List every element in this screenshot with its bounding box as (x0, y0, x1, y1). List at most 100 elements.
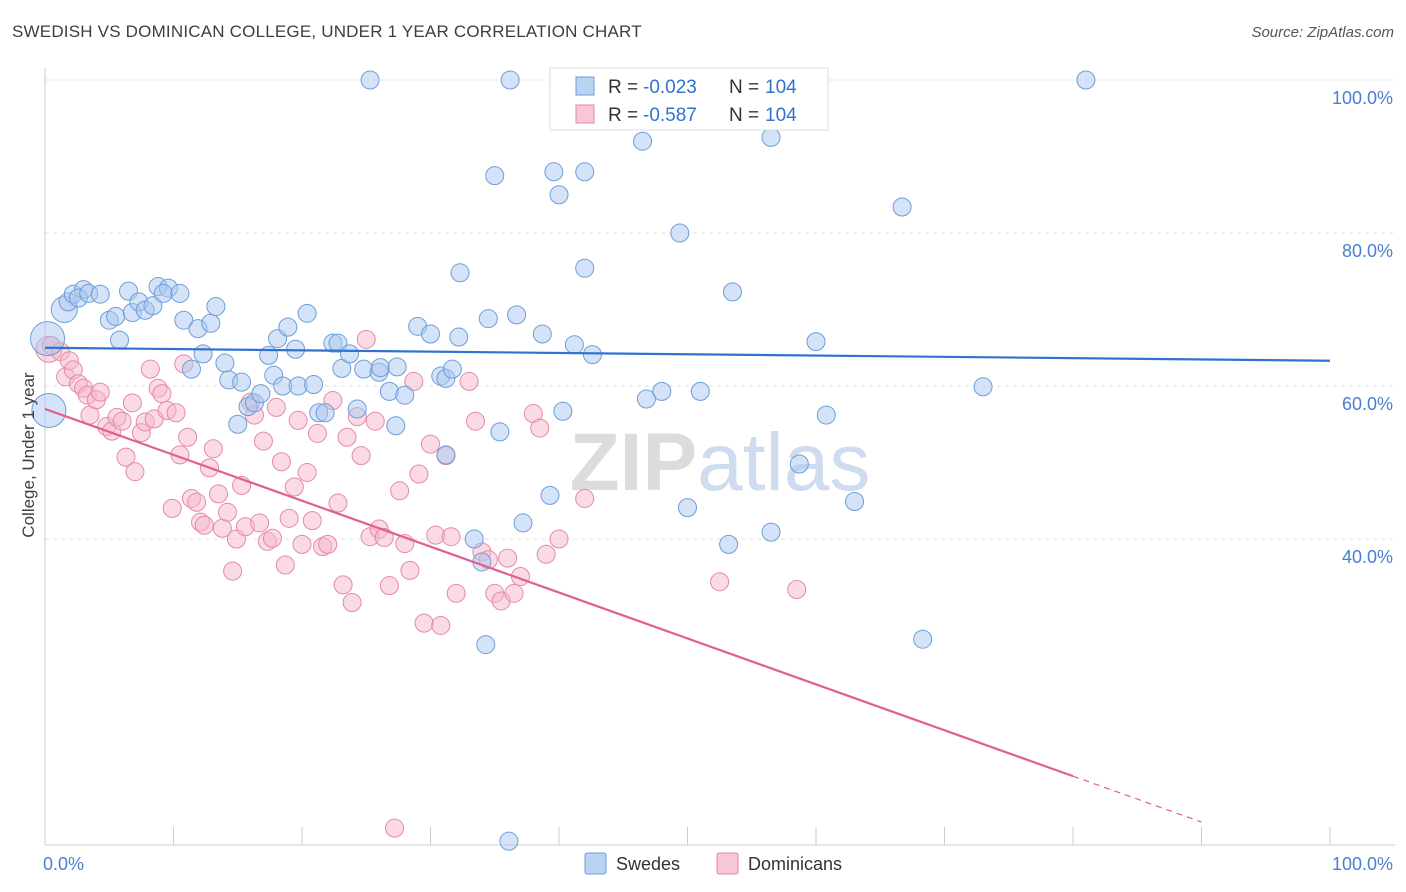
data-point (465, 411, 485, 431)
data-point (250, 513, 270, 533)
data-point (670, 223, 690, 243)
data-point (360, 70, 380, 90)
data-point (464, 529, 484, 549)
data-point (892, 197, 912, 217)
data-point (436, 445, 456, 465)
legend-r-value: -0.023 (643, 77, 697, 98)
y-axis-label: College, Under 1 year (19, 372, 38, 538)
data-point (302, 511, 322, 531)
data-point (575, 162, 595, 182)
trend-line (44, 346, 1331, 362)
series-legend-swatch (584, 852, 607, 875)
data-point (178, 427, 198, 447)
data-point (110, 330, 130, 350)
legend-n-value: 104 (765, 105, 797, 126)
data-point (318, 534, 338, 554)
data-point (337, 427, 357, 447)
data-point (549, 185, 569, 205)
data-point (122, 393, 142, 413)
legend-n-value: 104 (765, 77, 797, 98)
data-point (193, 344, 213, 364)
data-point (652, 381, 672, 401)
data-point (442, 359, 462, 379)
data-point (387, 357, 407, 377)
data-point (564, 335, 584, 355)
data-point (351, 446, 371, 466)
data-point (845, 492, 865, 512)
legend-n-label: N = (729, 105, 759, 126)
data-point (116, 447, 136, 467)
legend-swatch (575, 76, 595, 96)
data-point (30, 321, 66, 357)
data-point (761, 127, 781, 147)
data-point (284, 477, 304, 497)
data-point (553, 401, 573, 421)
data-point (476, 635, 496, 655)
data-point (816, 405, 836, 425)
data-point (532, 324, 552, 344)
data-point (266, 397, 286, 417)
data-point (500, 70, 520, 90)
data-point (279, 508, 299, 528)
data-point (409, 464, 429, 484)
data-point (540, 485, 560, 505)
series-legend-label: Swedes (616, 854, 680, 874)
y-tick-label: 80.0% (1342, 241, 1393, 261)
data-point (181, 359, 201, 379)
data-point (806, 332, 826, 352)
data-point (441, 527, 461, 547)
data-point (125, 462, 145, 482)
source-label: Source: ZipAtlas.com (1251, 24, 1394, 41)
data-point (140, 359, 160, 379)
data-point (174, 310, 194, 330)
data-point (342, 592, 362, 612)
data-point (194, 515, 214, 535)
data-point (710, 572, 730, 592)
data-point (390, 481, 410, 501)
data-point (328, 493, 348, 513)
trend-line (44, 407, 1074, 778)
data-point (789, 454, 809, 474)
data-point (208, 484, 228, 504)
data-point (530, 418, 550, 438)
data-point (513, 513, 533, 533)
data-point (354, 359, 374, 379)
data-point (719, 534, 739, 554)
data-point (575, 258, 595, 278)
data-point (633, 131, 653, 151)
data-point (421, 434, 440, 454)
trend-line-extension (1072, 775, 1202, 823)
data-point (1076, 70, 1096, 90)
data-point (333, 575, 353, 595)
data-point (223, 561, 243, 581)
data-point (690, 381, 710, 401)
chart-title: SWEDISH VS DOMINICAN COLLEGE, UNDER 1 YE… (12, 22, 642, 41)
data-point (722, 282, 742, 302)
data-point (386, 416, 406, 436)
data-point (787, 579, 807, 599)
x-tick-label: 100.0% (1332, 854, 1393, 874)
series-legend: Swedes Dominicans (584, 852, 842, 875)
legend-swatch (575, 104, 595, 124)
y-tick-label: 100.0% (1332, 88, 1393, 108)
data-point (215, 353, 235, 373)
data-point (297, 462, 317, 482)
data-point (490, 422, 510, 442)
data-point (973, 377, 993, 397)
y-tick-label: 60.0% (1342, 394, 1393, 414)
watermark-text: ZIPatlas (570, 417, 871, 508)
data-point (262, 528, 282, 548)
data-point (217, 502, 237, 522)
data-point (143, 296, 163, 316)
stats-legend: R = -0.023 N = 104 R = -0.587 N = 104 (549, 67, 829, 131)
data-point (404, 371, 424, 391)
data-point (549, 529, 569, 549)
data-point (106, 306, 126, 326)
data-point (356, 329, 376, 349)
data-point (446, 583, 466, 603)
data-point (162, 498, 182, 518)
data-point (340, 344, 360, 364)
axes: 100.0% 80.0% 60.0% 40.0% 0.0% 100.0% (43, 68, 1395, 874)
data-point (187, 492, 207, 512)
data-point (459, 371, 479, 391)
